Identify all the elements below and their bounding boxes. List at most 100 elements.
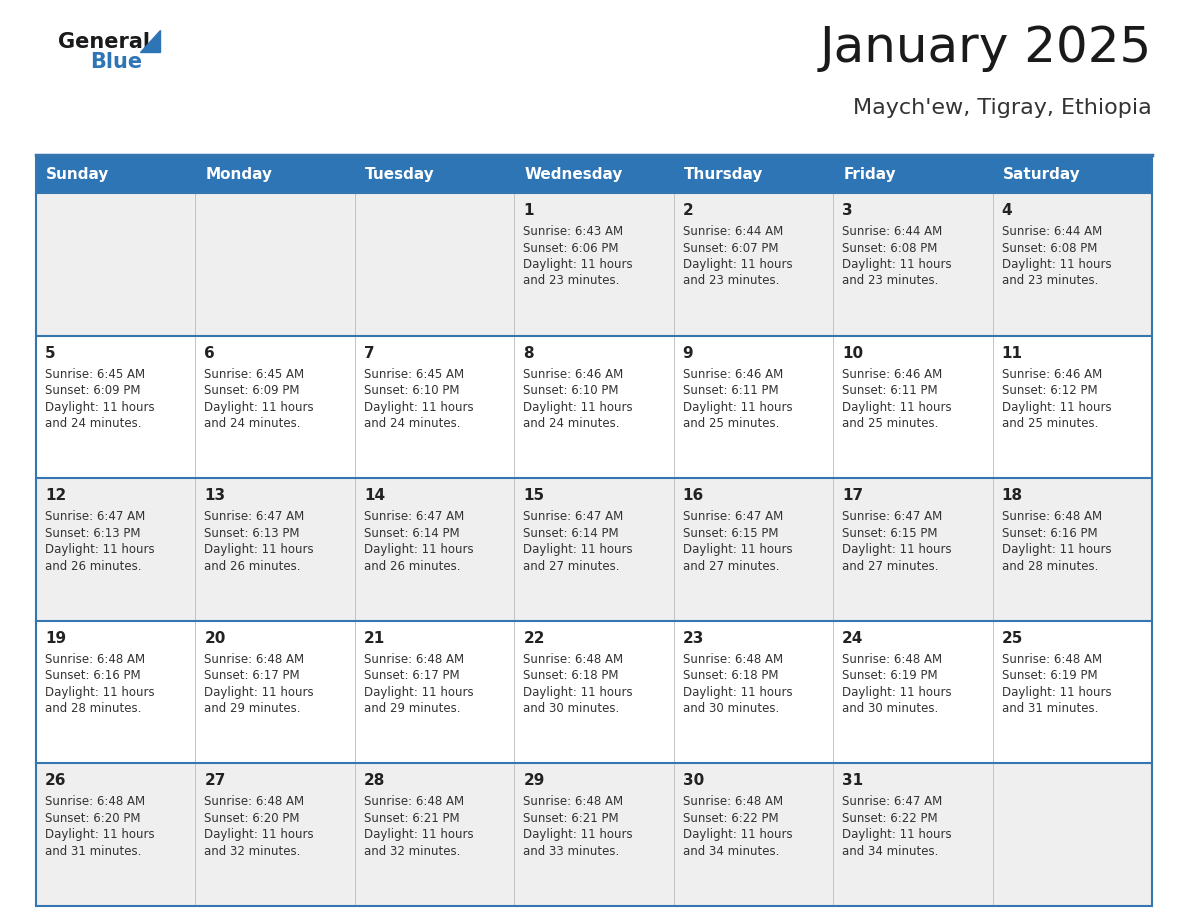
- Text: Sunset: 6:12 PM: Sunset: 6:12 PM: [1001, 384, 1098, 397]
- Text: Sunrise: 6:48 AM: Sunrise: 6:48 AM: [364, 795, 465, 809]
- Text: Sunrise: 6:48 AM: Sunrise: 6:48 AM: [45, 795, 145, 809]
- Text: Sunset: 6:19 PM: Sunset: 6:19 PM: [1001, 669, 1098, 682]
- Text: and 26 minutes.: and 26 minutes.: [364, 560, 461, 573]
- Text: Sunrise: 6:48 AM: Sunrise: 6:48 AM: [842, 653, 942, 666]
- Text: Daylight: 11 hours: Daylight: 11 hours: [842, 686, 952, 699]
- Text: Sunset: 6:19 PM: Sunset: 6:19 PM: [842, 669, 937, 682]
- Text: Sunrise: 6:43 AM: Sunrise: 6:43 AM: [523, 225, 624, 238]
- Text: Sunrise: 6:48 AM: Sunrise: 6:48 AM: [204, 653, 304, 666]
- Text: Daylight: 11 hours: Daylight: 11 hours: [523, 258, 633, 271]
- Text: Daylight: 11 hours: Daylight: 11 hours: [683, 828, 792, 842]
- Text: Sunset: 6:17 PM: Sunset: 6:17 PM: [204, 669, 301, 682]
- Text: Daylight: 11 hours: Daylight: 11 hours: [45, 828, 154, 842]
- Bar: [36, 478, 1152, 621]
- Text: Sunset: 6:10 PM: Sunset: 6:10 PM: [523, 384, 619, 397]
- Text: Daylight: 11 hours: Daylight: 11 hours: [523, 543, 633, 556]
- Text: Sunrise: 6:48 AM: Sunrise: 6:48 AM: [204, 795, 304, 809]
- Text: and 30 minutes.: and 30 minutes.: [842, 702, 939, 715]
- Text: Friday: Friday: [843, 166, 896, 182]
- Text: and 24 minutes.: and 24 minutes.: [523, 417, 620, 431]
- Text: 18: 18: [1001, 488, 1023, 503]
- Text: Sunset: 6:22 PM: Sunset: 6:22 PM: [842, 812, 937, 825]
- Text: Daylight: 11 hours: Daylight: 11 hours: [1001, 686, 1111, 699]
- Text: 4: 4: [1001, 203, 1012, 218]
- Text: Sunset: 6:22 PM: Sunset: 6:22 PM: [683, 812, 778, 825]
- Text: 5: 5: [45, 345, 56, 361]
- Text: 2: 2: [683, 203, 694, 218]
- Text: Sunrise: 6:48 AM: Sunrise: 6:48 AM: [683, 653, 783, 666]
- Text: Sunrise: 6:48 AM: Sunrise: 6:48 AM: [45, 653, 145, 666]
- Text: Sunset: 6:06 PM: Sunset: 6:06 PM: [523, 241, 619, 254]
- Text: Sunrise: 6:48 AM: Sunrise: 6:48 AM: [523, 795, 624, 809]
- Text: Sunrise: 6:47 AM: Sunrise: 6:47 AM: [364, 510, 465, 523]
- Text: Daylight: 11 hours: Daylight: 11 hours: [45, 400, 154, 414]
- Text: and 29 minutes.: and 29 minutes.: [204, 702, 301, 715]
- Text: Sunrise: 6:45 AM: Sunrise: 6:45 AM: [204, 367, 304, 381]
- Text: Tuesday: Tuesday: [365, 166, 435, 182]
- Text: and 27 minutes.: and 27 minutes.: [842, 560, 939, 573]
- Text: Sunrise: 6:47 AM: Sunrise: 6:47 AM: [842, 795, 942, 809]
- Text: Sunset: 6:20 PM: Sunset: 6:20 PM: [45, 812, 140, 825]
- Text: and 30 minutes.: and 30 minutes.: [683, 702, 779, 715]
- Text: January 2025: January 2025: [820, 24, 1152, 72]
- Text: and 33 minutes.: and 33 minutes.: [523, 845, 619, 858]
- Text: Daylight: 11 hours: Daylight: 11 hours: [1001, 400, 1111, 414]
- Text: Daylight: 11 hours: Daylight: 11 hours: [683, 258, 792, 271]
- Text: and 25 minutes.: and 25 minutes.: [683, 417, 779, 431]
- Text: 23: 23: [683, 631, 704, 645]
- Text: Sunset: 6:08 PM: Sunset: 6:08 PM: [842, 241, 937, 254]
- Text: 9: 9: [683, 345, 694, 361]
- Text: 27: 27: [204, 773, 226, 789]
- Text: and 34 minutes.: and 34 minutes.: [683, 845, 779, 858]
- Text: and 24 minutes.: and 24 minutes.: [204, 417, 301, 431]
- Text: and 31 minutes.: and 31 minutes.: [1001, 702, 1098, 715]
- Text: Sunset: 6:11 PM: Sunset: 6:11 PM: [842, 384, 937, 397]
- Text: 11: 11: [1001, 345, 1023, 361]
- Text: Daylight: 11 hours: Daylight: 11 hours: [364, 828, 474, 842]
- Text: Daylight: 11 hours: Daylight: 11 hours: [1001, 258, 1111, 271]
- Text: Sunset: 6:16 PM: Sunset: 6:16 PM: [1001, 527, 1098, 540]
- Text: Wednesday: Wednesday: [524, 166, 623, 182]
- Text: and 26 minutes.: and 26 minutes.: [204, 560, 301, 573]
- Text: and 34 minutes.: and 34 minutes.: [842, 845, 939, 858]
- Text: Daylight: 11 hours: Daylight: 11 hours: [204, 400, 314, 414]
- Text: and 25 minutes.: and 25 minutes.: [1001, 417, 1098, 431]
- Text: and 26 minutes.: and 26 minutes.: [45, 560, 141, 573]
- Text: Sunrise: 6:46 AM: Sunrise: 6:46 AM: [842, 367, 942, 381]
- Text: 7: 7: [364, 345, 374, 361]
- Text: Sunset: 6:14 PM: Sunset: 6:14 PM: [364, 527, 460, 540]
- Text: Sunrise: 6:48 AM: Sunrise: 6:48 AM: [683, 795, 783, 809]
- Text: Sunset: 6:18 PM: Sunset: 6:18 PM: [683, 669, 778, 682]
- Text: Daylight: 11 hours: Daylight: 11 hours: [364, 686, 474, 699]
- Text: General: General: [58, 32, 150, 52]
- Text: and 31 minutes.: and 31 minutes.: [45, 845, 141, 858]
- Text: Daylight: 11 hours: Daylight: 11 hours: [364, 400, 474, 414]
- Text: Sunrise: 6:44 AM: Sunrise: 6:44 AM: [683, 225, 783, 238]
- Text: and 28 minutes.: and 28 minutes.: [1001, 560, 1098, 573]
- Text: 26: 26: [45, 773, 67, 789]
- Text: Daylight: 11 hours: Daylight: 11 hours: [1001, 543, 1111, 556]
- Text: 1: 1: [523, 203, 533, 218]
- Text: 16: 16: [683, 488, 704, 503]
- Bar: [36, 621, 1152, 764]
- Text: Sunrise: 6:48 AM: Sunrise: 6:48 AM: [1001, 653, 1101, 666]
- Text: and 23 minutes.: and 23 minutes.: [842, 274, 939, 287]
- Text: Sunset: 6:15 PM: Sunset: 6:15 PM: [842, 527, 937, 540]
- Text: 13: 13: [204, 488, 226, 503]
- Text: Saturday: Saturday: [1003, 166, 1080, 182]
- Text: Daylight: 11 hours: Daylight: 11 hours: [204, 686, 314, 699]
- Text: Sunset: 6:21 PM: Sunset: 6:21 PM: [523, 812, 619, 825]
- Text: and 24 minutes.: and 24 minutes.: [364, 417, 461, 431]
- Text: Sunset: 6:09 PM: Sunset: 6:09 PM: [45, 384, 140, 397]
- Text: 29: 29: [523, 773, 544, 789]
- Text: Sunrise: 6:45 AM: Sunrise: 6:45 AM: [364, 367, 465, 381]
- Text: Sunrise: 6:48 AM: Sunrise: 6:48 AM: [1001, 510, 1101, 523]
- Text: Sunrise: 6:46 AM: Sunrise: 6:46 AM: [523, 367, 624, 381]
- Text: Sunset: 6:10 PM: Sunset: 6:10 PM: [364, 384, 460, 397]
- Text: Sunrise: 6:48 AM: Sunrise: 6:48 AM: [523, 653, 624, 666]
- Text: Sunset: 6:08 PM: Sunset: 6:08 PM: [1001, 241, 1097, 254]
- Text: and 23 minutes.: and 23 minutes.: [523, 274, 620, 287]
- Text: Sunset: 6:07 PM: Sunset: 6:07 PM: [683, 241, 778, 254]
- Text: 14: 14: [364, 488, 385, 503]
- Text: Daylight: 11 hours: Daylight: 11 hours: [683, 686, 792, 699]
